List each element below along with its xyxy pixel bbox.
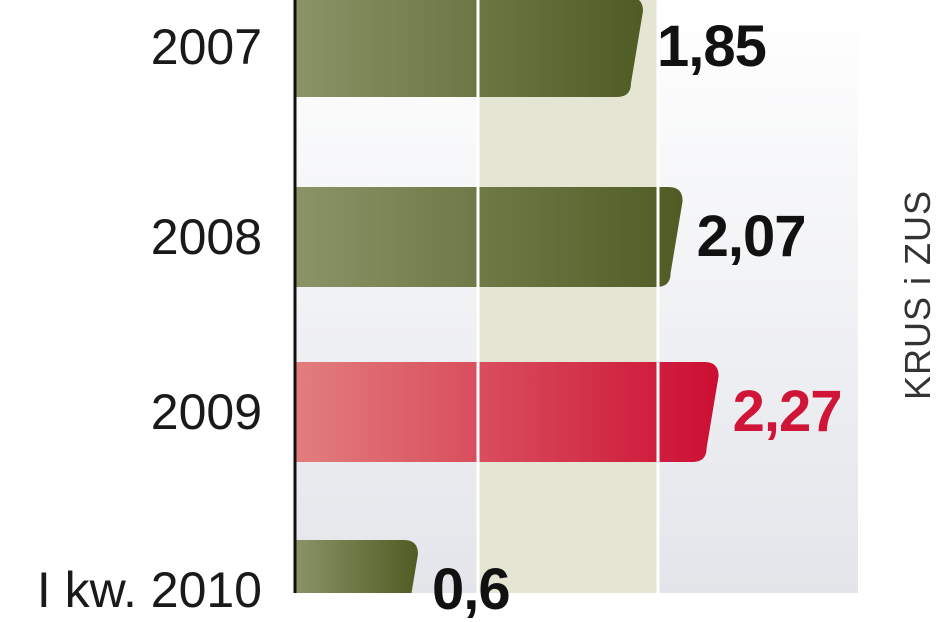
value-label: 2,27 (732, 379, 843, 444)
value-label: 2,07 (696, 204, 807, 269)
value-label: 1,85 (657, 14, 767, 79)
category-label: I kw. 2010 (36, 562, 262, 618)
bar-chart (293, 0, 858, 593)
source-note: KRUS i ZUS (897, 189, 938, 400)
bar (295, 187, 683, 287)
grid-band (478, 0, 658, 593)
category-label: 2009 (150, 384, 262, 440)
bar (295, 540, 418, 593)
value-label: 0,6 (432, 557, 511, 622)
bar (295, 0, 643, 97)
category-label: 2008 (150, 209, 262, 265)
category-label: 2007 (150, 19, 262, 75)
bar (295, 362, 719, 462)
